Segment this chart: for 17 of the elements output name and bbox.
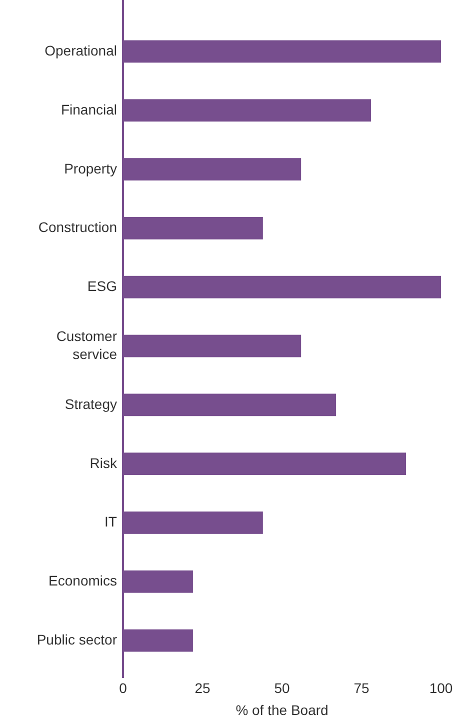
y-tick-label: Strategy xyxy=(64,396,117,412)
y-tick-label: Construction xyxy=(38,218,117,235)
y-tick-label: Public sector xyxy=(36,631,118,648)
x-tick-label: 75 xyxy=(354,680,370,696)
y-tick-label: Financial xyxy=(60,101,117,118)
y-tick-label: ESG xyxy=(87,278,117,294)
x-tick-label: 25 xyxy=(194,680,210,696)
y-tick-label: IT xyxy=(104,513,118,530)
x-tick-label: 100 xyxy=(429,680,453,696)
y-tick-label: Economics xyxy=(48,572,117,588)
x-tick-label: 50 xyxy=(274,680,290,696)
y-tick-label: Customer service xyxy=(56,328,118,362)
x-axis-title: % of the Board xyxy=(236,702,328,718)
y-tick-label: Property xyxy=(64,160,117,176)
y-tick-label: Risk xyxy=(90,454,118,471)
x-tick-label: 0 xyxy=(119,680,128,696)
y-tick-label: Operational xyxy=(44,42,117,58)
